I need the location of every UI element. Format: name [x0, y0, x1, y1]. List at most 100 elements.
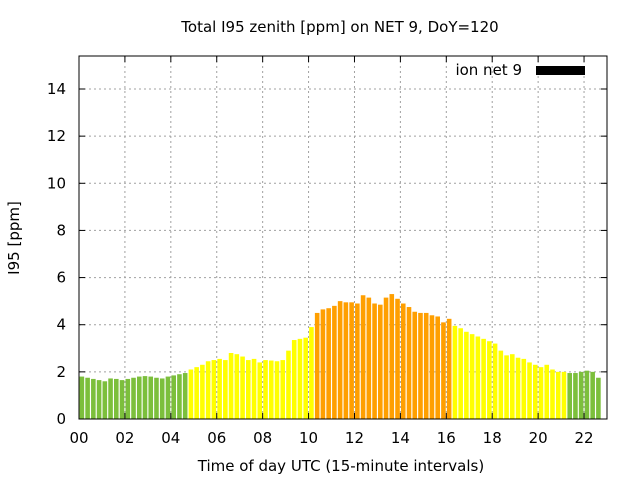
bar — [389, 294, 395, 419]
bar — [395, 298, 400, 419]
bar — [263, 360, 268, 419]
bar — [343, 302, 349, 419]
bar — [314, 312, 320, 419]
bar — [573, 373, 578, 419]
bar — [504, 355, 509, 419]
bar — [154, 377, 159, 419]
bar — [119, 380, 125, 419]
bar — [171, 375, 176, 419]
bar — [360, 295, 366, 419]
bar — [544, 364, 550, 419]
bar — [596, 377, 601, 419]
bar — [441, 322, 446, 419]
bar — [291, 340, 297, 419]
bar — [142, 376, 148, 419]
bar — [194, 367, 199, 419]
legend-swatch — [536, 66, 585, 75]
x-tick-label: 10 — [299, 429, 318, 447]
x-tick-label: 04 — [161, 429, 180, 447]
bar — [337, 301, 343, 419]
x-tick-label: 02 — [115, 429, 134, 447]
bar — [286, 350, 291, 419]
bar — [406, 307, 412, 419]
bar — [458, 328, 463, 419]
bar — [131, 377, 136, 419]
bar — [423, 312, 429, 419]
bar — [102, 381, 108, 419]
bar — [452, 325, 458, 419]
legend-label: ion net 9 — [455, 61, 522, 79]
bar — [561, 371, 567, 419]
bar — [567, 373, 572, 419]
bar — [79, 376, 85, 419]
bar — [527, 362, 532, 419]
bar — [355, 303, 360, 419]
y-tick-label: 10 — [47, 174, 66, 192]
x-tick-label: 00 — [69, 429, 88, 447]
y-axis-label: I95 [ppm] — [5, 201, 23, 275]
y-tick-label: 12 — [47, 127, 66, 145]
bar — [418, 312, 423, 419]
bar — [268, 360, 274, 419]
bar — [188, 369, 194, 419]
bar — [114, 378, 119, 419]
bar — [246, 360, 251, 419]
y-tick-label: 8 — [56, 221, 66, 239]
bar — [211, 360, 217, 419]
bar — [349, 302, 354, 419]
bars — [79, 294, 601, 419]
bar — [555, 371, 561, 419]
bar — [85, 377, 90, 419]
bar — [366, 297, 372, 419]
bar — [515, 357, 521, 419]
bar — [280, 360, 286, 419]
x-tick-label: 20 — [529, 429, 548, 447]
bar — [108, 378, 113, 419]
bar — [400, 303, 406, 419]
x-tick-label: 06 — [207, 429, 226, 447]
bar — [464, 331, 469, 419]
bar — [446, 318, 452, 419]
x-tick-label: 22 — [574, 429, 593, 447]
bar — [217, 358, 222, 419]
bar — [200, 364, 205, 419]
x-tick-label: 16 — [437, 429, 456, 447]
y-tick-label: 6 — [56, 269, 66, 287]
bar — [320, 309, 326, 419]
bar — [136, 376, 142, 419]
chart-title: Total I95 zenith [ppm] on NET 9, DoY=120 — [180, 18, 498, 36]
bar — [532, 364, 538, 419]
bar — [584, 370, 590, 419]
bar — [91, 378, 96, 419]
bar — [521, 358, 527, 419]
bar — [96, 380, 102, 419]
y-tick-label: 0 — [56, 410, 66, 428]
bar — [383, 297, 389, 419]
bar — [510, 354, 515, 419]
bar — [481, 338, 486, 419]
bar — [378, 304, 383, 419]
legend: ion net 9 — [455, 61, 585, 79]
grid-lines — [79, 56, 607, 419]
bar — [223, 360, 228, 419]
bar — [469, 334, 475, 419]
bar — [550, 369, 555, 419]
x-tick-label: 12 — [345, 429, 364, 447]
bar — [429, 315, 435, 419]
bar — [578, 371, 584, 419]
bar — [303, 337, 308, 419]
bar — [332, 305, 337, 419]
bar — [297, 338, 303, 419]
bar — [498, 350, 504, 419]
x-tick-label: 18 — [483, 429, 502, 447]
bar — [182, 373, 188, 419]
bar — [372, 303, 377, 419]
x-axis-label: Time of day UTC (15-minute intervals) — [197, 457, 484, 475]
bar — [125, 378, 131, 419]
y-tick-label: 14 — [47, 80, 66, 98]
bar — [590, 371, 595, 419]
bar — [165, 376, 171, 419]
